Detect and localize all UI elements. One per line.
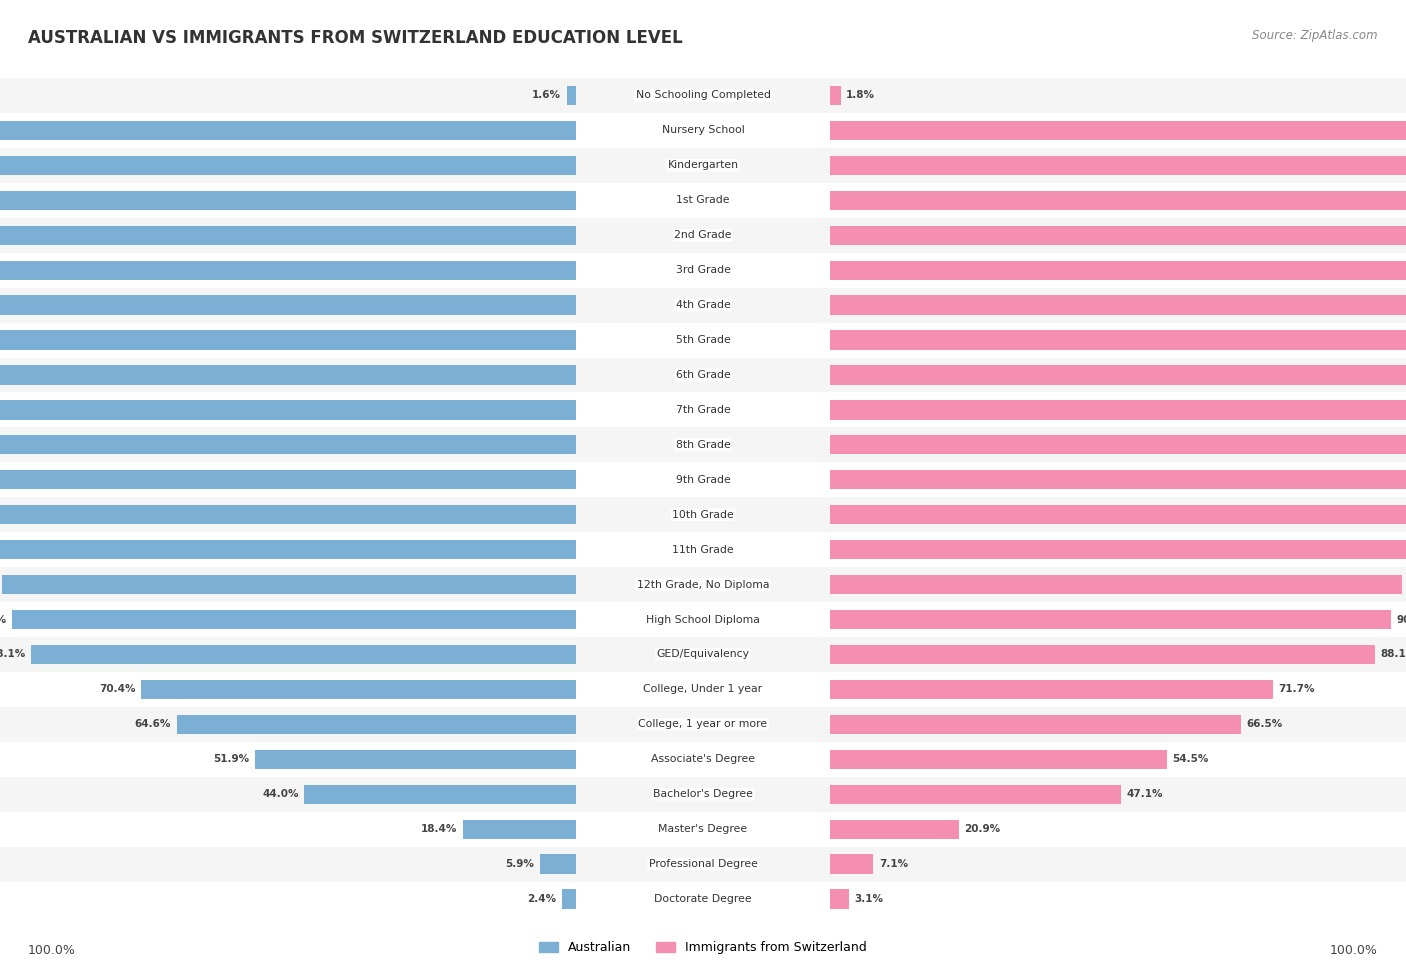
Text: 12th Grade, No Diploma: 12th Grade, No Diploma (637, 579, 769, 590)
Text: High School Diploma: High School Diploma (647, 614, 759, 625)
Text: Professional Degree: Professional Degree (648, 859, 758, 869)
Text: Master's Degree: Master's Degree (658, 824, 748, 835)
FancyBboxPatch shape (561, 890, 576, 908)
FancyBboxPatch shape (832, 506, 1406, 524)
FancyBboxPatch shape (832, 226, 1406, 244)
Legend: Australian, Immigrants from Switzerland: Australian, Immigrants from Switzerland (534, 936, 872, 959)
FancyBboxPatch shape (0, 192, 574, 209)
FancyBboxPatch shape (0, 332, 574, 349)
FancyBboxPatch shape (830, 890, 849, 908)
FancyBboxPatch shape (832, 192, 1406, 209)
FancyBboxPatch shape (831, 751, 1166, 768)
Text: 3.1%: 3.1% (855, 894, 883, 904)
Text: AUSTRALIAN VS IMMIGRANTS FROM SWITZERLAND EDUCATION LEVEL: AUSTRALIAN VS IMMIGRANTS FROM SWITZERLAN… (28, 29, 683, 47)
Text: 64.6%: 64.6% (135, 720, 172, 729)
FancyBboxPatch shape (0, 296, 574, 314)
FancyBboxPatch shape (832, 611, 1389, 628)
FancyBboxPatch shape (0, 367, 574, 383)
FancyBboxPatch shape (15, 611, 574, 628)
FancyBboxPatch shape (4, 576, 574, 593)
Text: 91.2%: 91.2% (0, 614, 7, 625)
FancyBboxPatch shape (832, 541, 1406, 559)
Text: 11th Grade: 11th Grade (672, 545, 734, 555)
Text: 7th Grade: 7th Grade (676, 405, 730, 415)
FancyBboxPatch shape (832, 122, 1406, 139)
Text: 10th Grade: 10th Grade (672, 510, 734, 520)
Text: 6th Grade: 6th Grade (676, 370, 730, 380)
Text: 54.5%: 54.5% (1173, 755, 1209, 764)
FancyBboxPatch shape (832, 471, 1406, 488)
FancyBboxPatch shape (179, 716, 575, 733)
FancyBboxPatch shape (832, 436, 1406, 453)
FancyBboxPatch shape (257, 751, 575, 768)
Text: College, 1 year or more: College, 1 year or more (638, 720, 768, 729)
Text: 1st Grade: 1st Grade (676, 195, 730, 206)
Text: 8th Grade: 8th Grade (676, 440, 730, 449)
FancyBboxPatch shape (0, 261, 574, 279)
FancyBboxPatch shape (0, 436, 574, 453)
FancyBboxPatch shape (540, 855, 576, 873)
Text: 1.8%: 1.8% (846, 91, 876, 100)
FancyBboxPatch shape (830, 87, 841, 104)
Text: 66.5%: 66.5% (1247, 720, 1282, 729)
FancyBboxPatch shape (567, 87, 576, 104)
Text: 3rd Grade: 3rd Grade (675, 265, 731, 275)
Text: 100.0%: 100.0% (28, 944, 76, 957)
FancyBboxPatch shape (830, 821, 959, 838)
Text: 5th Grade: 5th Grade (676, 335, 730, 345)
Text: GED/Equivalency: GED/Equivalency (657, 649, 749, 659)
Text: College, Under 1 year: College, Under 1 year (644, 684, 762, 694)
Text: 20.9%: 20.9% (965, 824, 1001, 835)
Text: Doctorate Degree: Doctorate Degree (654, 894, 752, 904)
Text: 18.4%: 18.4% (420, 824, 457, 835)
Text: 5.9%: 5.9% (506, 859, 534, 869)
FancyBboxPatch shape (0, 471, 574, 488)
FancyBboxPatch shape (0, 122, 574, 139)
FancyBboxPatch shape (0, 506, 574, 524)
FancyBboxPatch shape (0, 226, 574, 244)
FancyBboxPatch shape (832, 645, 1372, 663)
Text: 9th Grade: 9th Grade (676, 475, 730, 485)
FancyBboxPatch shape (832, 681, 1271, 698)
FancyBboxPatch shape (831, 716, 1239, 733)
Text: 100.0%: 100.0% (1330, 944, 1378, 957)
Text: 88.1%: 88.1% (1381, 649, 1406, 659)
FancyBboxPatch shape (463, 821, 576, 838)
FancyBboxPatch shape (831, 786, 1119, 802)
Text: 4th Grade: 4th Grade (676, 300, 730, 310)
Text: 47.1%: 47.1% (1126, 789, 1163, 800)
FancyBboxPatch shape (830, 855, 873, 873)
Text: 2nd Grade: 2nd Grade (675, 230, 731, 240)
FancyBboxPatch shape (0, 541, 574, 559)
Text: 90.8%: 90.8% (1398, 614, 1406, 625)
Text: 44.0%: 44.0% (262, 789, 298, 800)
FancyBboxPatch shape (832, 296, 1406, 314)
FancyBboxPatch shape (0, 402, 574, 418)
FancyBboxPatch shape (832, 367, 1406, 383)
Text: Source: ZipAtlas.com: Source: ZipAtlas.com (1253, 29, 1378, 42)
FancyBboxPatch shape (305, 786, 575, 802)
FancyBboxPatch shape (832, 402, 1406, 418)
FancyBboxPatch shape (832, 576, 1399, 593)
Text: 71.7%: 71.7% (1278, 684, 1315, 694)
FancyBboxPatch shape (0, 157, 574, 174)
Text: 1.6%: 1.6% (531, 91, 561, 100)
Text: Nursery School: Nursery School (662, 126, 744, 136)
Text: 88.1%: 88.1% (0, 649, 25, 659)
Text: No Schooling Completed: No Schooling Completed (636, 91, 770, 100)
Text: Bachelor's Degree: Bachelor's Degree (652, 789, 754, 800)
Text: 70.4%: 70.4% (98, 684, 135, 694)
FancyBboxPatch shape (832, 332, 1406, 349)
Text: Kindergarten: Kindergarten (668, 160, 738, 171)
Text: 2.4%: 2.4% (527, 894, 555, 904)
FancyBboxPatch shape (832, 157, 1406, 174)
FancyBboxPatch shape (832, 261, 1406, 279)
Text: Associate's Degree: Associate's Degree (651, 755, 755, 764)
Text: 7.1%: 7.1% (879, 859, 908, 869)
Text: 51.9%: 51.9% (214, 755, 250, 764)
FancyBboxPatch shape (143, 681, 574, 698)
FancyBboxPatch shape (34, 645, 574, 663)
